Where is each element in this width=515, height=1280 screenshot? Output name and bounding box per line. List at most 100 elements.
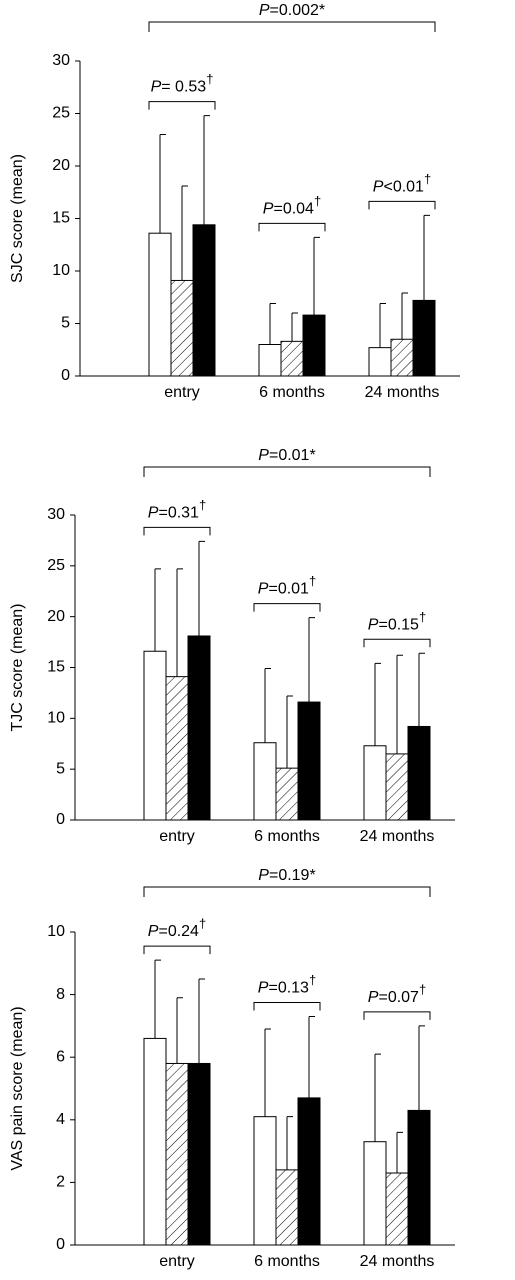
error-bar bbox=[176, 568, 183, 677]
error-bar bbox=[313, 236, 320, 316]
bar bbox=[275, 1169, 299, 1246]
y-tick-label: 10 bbox=[47, 923, 65, 940]
error-bar bbox=[401, 292, 408, 340]
significance-bracket bbox=[253, 1002, 321, 1011]
bar bbox=[302, 314, 326, 377]
bar bbox=[192, 224, 216, 377]
x-tick-label: 24 months bbox=[365, 384, 440, 401]
error-bar bbox=[269, 303, 276, 345]
y-tick-label: 20 bbox=[52, 157, 70, 174]
significance-bracket bbox=[143, 526, 211, 536]
bar bbox=[385, 1172, 409, 1246]
error-bar bbox=[154, 959, 161, 1039]
y-tick-label: 10 bbox=[52, 262, 70, 279]
significance-bracket bbox=[363, 638, 431, 648]
significance-bracket bbox=[148, 101, 216, 110]
bar bbox=[385, 753, 409, 821]
significance-label: P=0.31† bbox=[148, 497, 206, 521]
bar bbox=[187, 1062, 211, 1246]
error-bar bbox=[418, 1025, 425, 1111]
bar bbox=[363, 1141, 387, 1246]
bar bbox=[253, 742, 277, 821]
significance-label: P=0.002* bbox=[259, 2, 325, 19]
significance-bracket bbox=[368, 200, 436, 210]
significance-label: P=0.01† bbox=[258, 574, 316, 598]
error-bar bbox=[423, 214, 430, 301]
error-bar bbox=[203, 115, 210, 225]
y-tick-label: 20 bbox=[47, 608, 65, 625]
y-tick-label: 4 bbox=[56, 1111, 65, 1128]
bar bbox=[253, 1116, 277, 1246]
bar bbox=[170, 279, 194, 377]
significance-label: P=0.04† bbox=[263, 193, 321, 217]
x-tick-label: entry bbox=[159, 828, 195, 845]
error-bar bbox=[154, 568, 161, 652]
significance-label: P=0.19* bbox=[258, 867, 315, 884]
error-bar bbox=[396, 654, 403, 754]
error-bar bbox=[286, 1116, 293, 1170]
x-tick-label: 6 months bbox=[259, 384, 325, 401]
y-tick-label: 5 bbox=[61, 315, 70, 332]
significance-bracket bbox=[363, 1011, 431, 1020]
error-bar bbox=[198, 978, 205, 1064]
error-bar bbox=[286, 695, 293, 769]
error-bar bbox=[198, 540, 205, 636]
bar bbox=[407, 725, 431, 821]
significance-label: P=0.15† bbox=[368, 609, 426, 633]
significance-bracket bbox=[143, 886, 431, 897]
y-tick-label: 15 bbox=[47, 659, 65, 676]
x-tick-label: 24 months bbox=[360, 1253, 435, 1270]
significance-label: P=0.13† bbox=[258, 972, 316, 996]
significance-label: P=0.07† bbox=[368, 982, 426, 1006]
bar bbox=[363, 745, 387, 821]
significance-label: P<0.01† bbox=[373, 171, 431, 195]
significance-bracket bbox=[253, 603, 321, 612]
x-tick-label: entry bbox=[164, 384, 200, 401]
y-axis-label: VAS pain score (mean) bbox=[9, 1006, 26, 1170]
error-bar bbox=[418, 652, 425, 727]
y-tick-label: 0 bbox=[56, 811, 65, 828]
bar bbox=[390, 338, 414, 377]
error-bar bbox=[176, 997, 183, 1064]
bar bbox=[258, 344, 282, 377]
significance-bracket bbox=[148, 21, 436, 32]
error-bar bbox=[264, 668, 271, 743]
bar bbox=[275, 767, 299, 821]
y-tick-label: 0 bbox=[56, 1236, 65, 1253]
y-tick-label: 25 bbox=[47, 557, 65, 574]
significance-label: P=0.01* bbox=[258, 447, 315, 464]
x-tick-label: entry bbox=[159, 1253, 195, 1270]
error-bar bbox=[379, 303, 386, 348]
error-bar bbox=[159, 134, 166, 234]
x-tick-label: 6 months bbox=[254, 828, 320, 845]
y-tick-label: 10 bbox=[47, 710, 65, 727]
error-bar bbox=[308, 1016, 315, 1098]
y-tick-label: 30 bbox=[47, 506, 65, 523]
bar bbox=[297, 701, 321, 821]
error-bar bbox=[308, 617, 315, 703]
y-axis-label: TJC score (mean) bbox=[9, 603, 26, 731]
y-tick-label: 0 bbox=[61, 367, 70, 384]
bar bbox=[280, 340, 304, 377]
y-tick-label: 30 bbox=[52, 52, 70, 69]
significance-label: P= 0.53† bbox=[151, 72, 214, 96]
bar bbox=[368, 347, 392, 377]
bar bbox=[187, 635, 211, 821]
significance-bracket bbox=[143, 466, 431, 477]
y-tick-label: 5 bbox=[56, 760, 65, 777]
y-tick-label: 2 bbox=[56, 1174, 65, 1191]
error-bar bbox=[396, 1131, 403, 1174]
y-tick-label: 6 bbox=[56, 1048, 65, 1065]
significance-label: P=0.24† bbox=[148, 916, 206, 940]
bar bbox=[407, 1109, 431, 1246]
y-tick-label: 25 bbox=[52, 105, 70, 122]
bar bbox=[412, 299, 436, 377]
y-tick-label: 8 bbox=[56, 986, 65, 1003]
significance-bracket bbox=[143, 945, 211, 955]
y-tick-label: 15 bbox=[52, 210, 70, 227]
error-bar bbox=[264, 1028, 271, 1117]
x-tick-label: 24 months bbox=[360, 828, 435, 845]
x-tick-label: 6 months bbox=[254, 1253, 320, 1270]
